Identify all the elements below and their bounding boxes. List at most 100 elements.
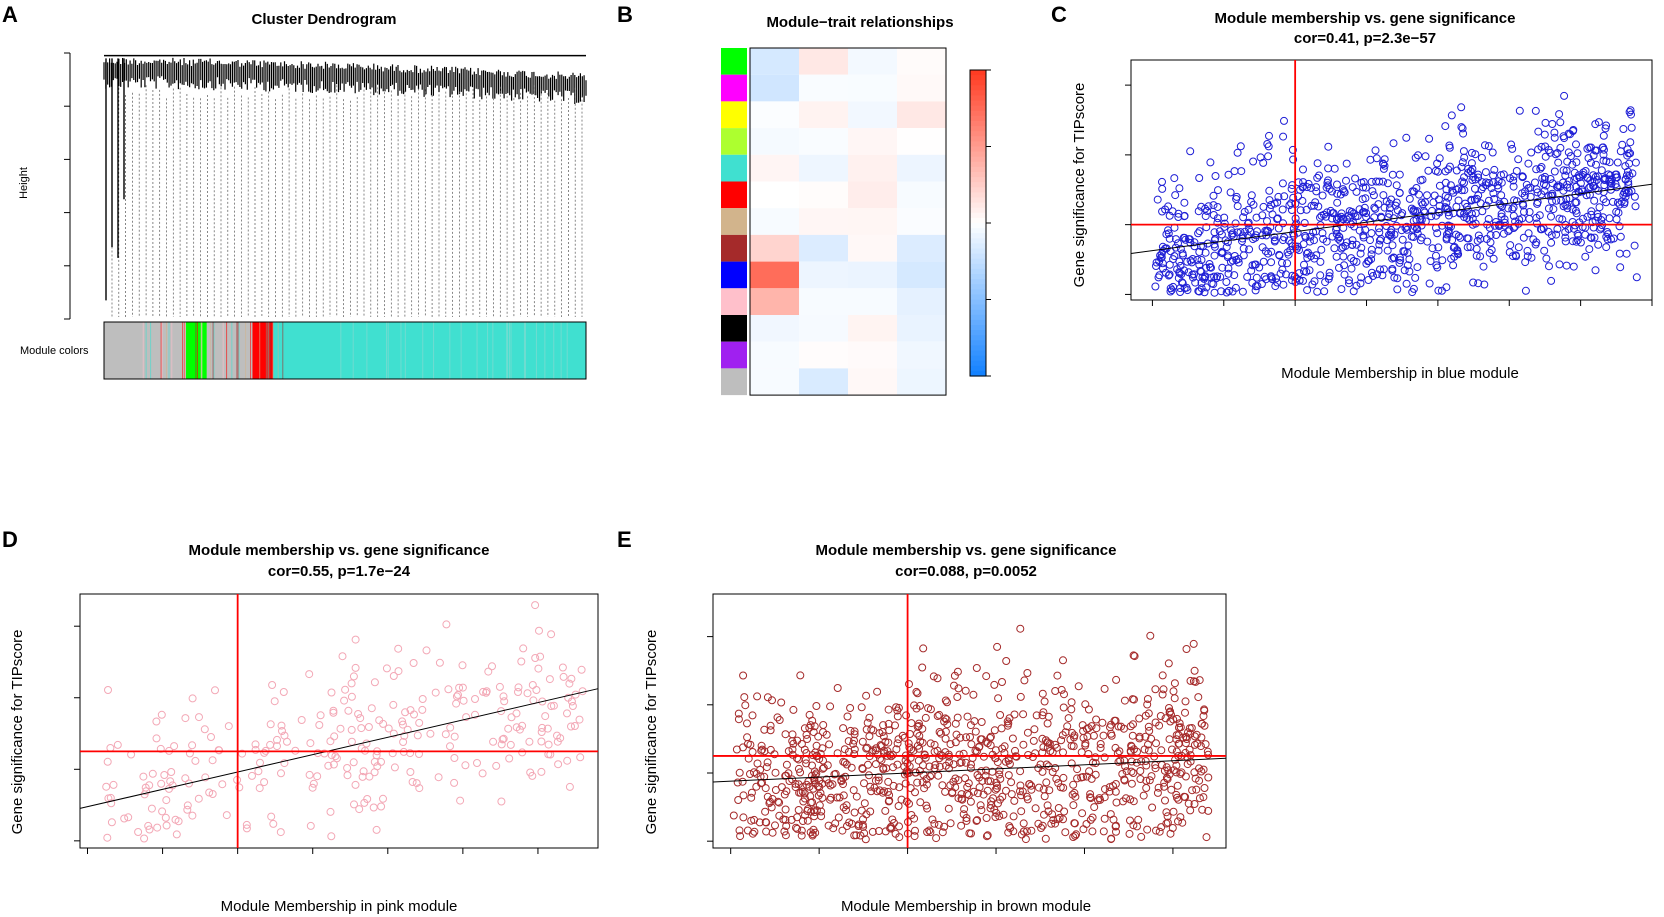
data-point xyxy=(242,820,251,829)
heatmap-cell xyxy=(897,208,946,235)
data-point xyxy=(324,761,333,770)
data-point xyxy=(450,778,459,787)
data-point xyxy=(826,702,835,711)
data-point xyxy=(1169,807,1178,816)
data-point xyxy=(840,745,849,754)
data-point xyxy=(858,765,867,773)
heatmap-row-swatch xyxy=(721,74,747,102)
data-point xyxy=(528,681,537,689)
data-point xyxy=(1370,213,1379,222)
data-point xyxy=(1433,159,1442,168)
data-point xyxy=(1537,142,1546,151)
heatmap-cell xyxy=(848,181,897,209)
data-point xyxy=(504,724,513,733)
data-point xyxy=(1466,167,1475,176)
data-point xyxy=(1195,776,1204,785)
data-point xyxy=(1067,705,1076,714)
data-point xyxy=(1186,676,1195,685)
data-point xyxy=(877,742,886,750)
data-point xyxy=(752,782,761,791)
data-point xyxy=(1210,236,1219,245)
data-point xyxy=(1443,205,1452,214)
data-point xyxy=(415,750,423,758)
data-point xyxy=(1053,671,1062,680)
data-point xyxy=(1041,834,1050,843)
data-point xyxy=(1248,261,1257,270)
data-point xyxy=(446,723,455,732)
data-point xyxy=(1497,171,1505,180)
data-point xyxy=(1469,278,1478,287)
data-point xyxy=(1611,170,1620,179)
data-point xyxy=(916,737,925,746)
color-bar-stripe xyxy=(387,322,389,379)
data-point xyxy=(1533,199,1542,208)
data-point xyxy=(1151,764,1160,773)
data-point xyxy=(525,737,534,746)
color-bar-stripe xyxy=(386,322,388,379)
data-point xyxy=(1457,103,1466,112)
data-point xyxy=(857,806,866,815)
data-point xyxy=(497,740,506,749)
data-point xyxy=(988,767,997,776)
data-point xyxy=(1464,234,1473,243)
data-point xyxy=(1628,169,1637,178)
data-point xyxy=(761,807,770,816)
data-point xyxy=(834,813,843,822)
data-point xyxy=(1181,708,1189,717)
data-point xyxy=(1531,240,1540,249)
data-point xyxy=(1573,236,1582,245)
regression-line xyxy=(79,688,599,809)
color-bar-stripe xyxy=(487,322,489,379)
data-point xyxy=(763,758,772,767)
data-point xyxy=(1578,187,1587,196)
heatmap-cell xyxy=(897,261,946,289)
data-point xyxy=(962,814,971,822)
data-point xyxy=(1051,687,1060,695)
data-point xyxy=(1023,669,1032,677)
data-point xyxy=(1352,187,1361,196)
data-point xyxy=(916,798,925,807)
data-point xyxy=(1258,243,1267,252)
data-point xyxy=(400,731,409,740)
data-point xyxy=(1158,207,1167,216)
data-point xyxy=(1618,140,1627,149)
data-point xyxy=(1004,771,1013,780)
data-point xyxy=(930,819,939,828)
data-point xyxy=(895,783,904,792)
data-point xyxy=(1136,767,1145,775)
data-point xyxy=(1442,283,1451,292)
heatmap-cell xyxy=(799,74,848,102)
data-point xyxy=(1114,757,1123,766)
data-point xyxy=(1442,235,1451,244)
data-point xyxy=(343,764,352,772)
data-point xyxy=(515,725,524,734)
data-point xyxy=(1564,129,1573,138)
data-point xyxy=(1245,245,1254,254)
data-point xyxy=(1243,272,1252,281)
data-point xyxy=(1190,800,1199,808)
scatter-c-title: Module membership vs. gene significance xyxy=(1215,10,1516,27)
legend-swatch xyxy=(970,177,986,183)
data-point xyxy=(1199,712,1208,721)
data-point xyxy=(357,724,366,733)
data-point xyxy=(1316,271,1325,280)
legend-swatch xyxy=(970,284,986,290)
data-point xyxy=(1627,187,1636,196)
data-point xyxy=(435,658,444,667)
data-point xyxy=(267,812,276,821)
data-point xyxy=(1535,211,1544,220)
data-point xyxy=(1454,250,1463,259)
data-point xyxy=(743,733,752,742)
data-point xyxy=(1591,120,1600,129)
data-point xyxy=(1069,801,1078,810)
heatmap-frame xyxy=(749,47,947,396)
data-point xyxy=(1486,231,1495,240)
data-point xyxy=(1446,181,1455,190)
data-point xyxy=(538,697,547,706)
data-point xyxy=(1556,118,1565,127)
data-point xyxy=(733,778,742,787)
data-point xyxy=(1165,260,1174,269)
data-point xyxy=(113,740,122,749)
data-point xyxy=(1476,199,1485,208)
data-point xyxy=(512,709,521,718)
